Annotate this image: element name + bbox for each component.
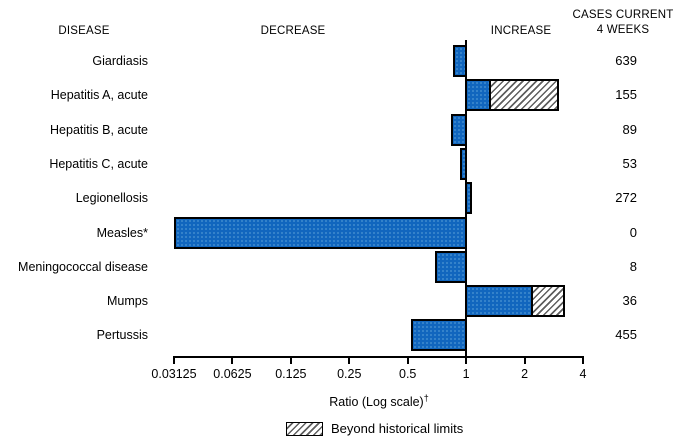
cases-value: 639 [615, 53, 637, 68]
cases-value: 155 [615, 87, 637, 103]
x-axis-tick-label: 0.125 [275, 367, 307, 381]
x-axis-tick [289, 356, 292, 364]
disease-label: Measles* [96, 225, 148, 240]
cases-value: 36 [622, 293, 637, 309]
cases-value: 455 [615, 327, 637, 343]
disease-label: Giardiasis [92, 54, 148, 68]
column-header-cases-line1: CASES CURRENT [572, 9, 674, 21]
column-header-disease: DISEASE [58, 25, 110, 37]
x-axis-tick [523, 356, 526, 364]
x-axis-tick [465, 356, 468, 364]
disease-label: Legionellosis [75, 191, 148, 206]
bar-beyond-historical-limits [530, 285, 566, 318]
disease-label: Mumps [107, 294, 148, 309]
x-axis-title: Ratio (Log scale)† [174, 393, 584, 409]
column-header-cases-line2: 4 WEEKS [596, 24, 650, 36]
bar-solid [451, 113, 467, 146]
disease-label: Pertussis [96, 328, 148, 343]
bar-solid [411, 319, 467, 352]
cases-value: 53 [622, 155, 637, 171]
cases-value: 8 [629, 258, 637, 274]
disease-label: Hepatitis B, acute [50, 122, 148, 137]
column-header-increase: INCREASE [490, 25, 552, 37]
bar-solid [464, 79, 492, 112]
x-axis-title-text: Ratio (Log scale) [329, 395, 424, 410]
cases-value: 272 [615, 190, 637, 206]
x-axis-tick [406, 356, 409, 364]
x-axis-tick-label: 1 [462, 367, 470, 381]
x-axis-tick-label: 0.5 [399, 367, 417, 381]
x-axis-tick [582, 356, 584, 364]
dagger-footnote-mark: † [423, 393, 429, 403]
bar-beyond-historical-limits [489, 79, 559, 112]
x-axis-tick-label: 0.03125 [151, 367, 197, 381]
column-header-decrease: DECREASE [260, 25, 326, 37]
x-axis-line [173, 356, 584, 358]
x-axis-tick-label: 0.0625 [213, 367, 252, 381]
disease-label: Hepatitis A, acute [50, 88, 148, 103]
x-axis-tick [173, 356, 175, 364]
disease-label: Meningococcal disease [18, 259, 148, 274]
bar-solid [453, 45, 467, 77]
legend-hatch-swatch [286, 422, 323, 436]
bar-solid [464, 285, 533, 318]
cases-value: 0 [629, 224, 637, 240]
x-axis-tick-label: 2 [521, 367, 529, 381]
disease-label: Hepatitis C, acute [49, 156, 148, 171]
x-axis-tick-label: 4 [579, 367, 587, 381]
bar-solid [174, 216, 467, 249]
bar-solid [434, 250, 467, 283]
x-axis-tick [348, 356, 351, 364]
x-axis-tick-label: 0.25 [337, 367, 362, 381]
legend-label: Beyond historical limits [331, 421, 464, 436]
cases-value: 89 [622, 121, 637, 137]
baseline-ratio-1-line [464, 40, 467, 358]
x-axis-tick [231, 356, 234, 364]
